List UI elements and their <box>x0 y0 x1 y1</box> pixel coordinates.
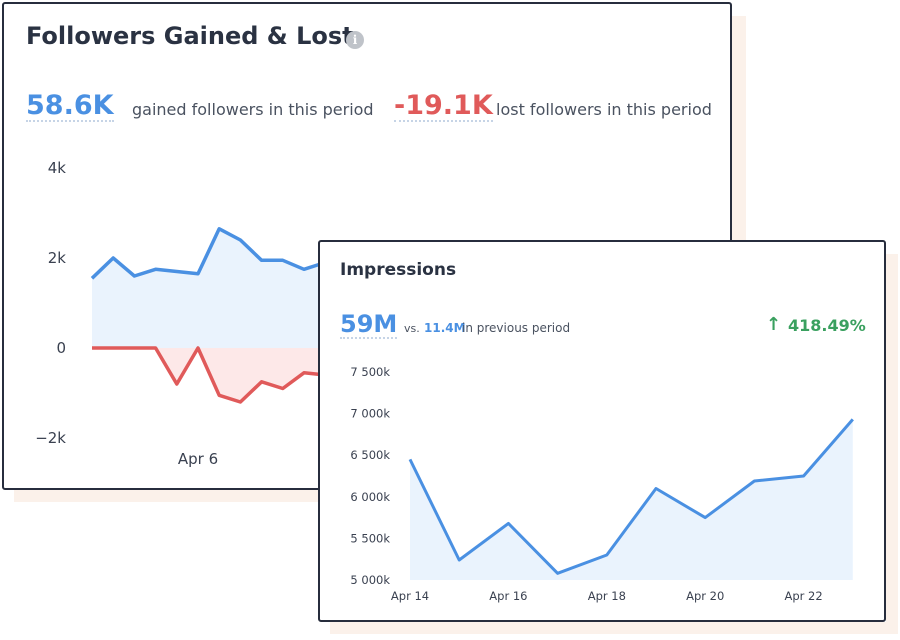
impressions-chart: 7 500k 7 000k 6 500k 6 000k 5 500k 5 000k Apr… <box>350 365 854 603</box>
impressions-series-line <box>408 418 854 575</box>
x-tick-label: Apr 14 <box>391 589 429 603</box>
lost-area <box>92 348 326 402</box>
card-shadow <box>330 622 896 634</box>
y-tick-label: 7 500k <box>350 365 390 379</box>
card-shadow <box>732 16 746 240</box>
gained-followers-value[interactable]: 58.6K <box>26 90 114 122</box>
y-tick-label: 5 500k <box>350 531 390 545</box>
card-shadow <box>886 254 898 634</box>
lost-followers-label: lost followers in this period <box>496 100 712 119</box>
lost-series-line <box>92 346 326 404</box>
y-tick-label: 6 000k <box>350 490 390 504</box>
arrow-up-icon: ↑ <box>766 314 782 335</box>
gained-series-line <box>90 227 326 280</box>
impressions-previous-label: in previous period <box>462 321 571 335</box>
gained-followers-label: gained followers in this period <box>132 100 374 119</box>
impressions-total-value[interactable]: 59M <box>340 310 398 339</box>
followers-title: Followers Gained & Lost <box>26 22 354 50</box>
x-tick-label: Apr 22 <box>785 589 823 603</box>
y-tick-label: 2k <box>48 249 67 267</box>
y-tick-label: 5 000k <box>350 573 390 587</box>
impressions-title: Impressions <box>340 260 457 280</box>
followers-chart: 4k 2k 0 −2k Apr 6 <box>35 159 326 468</box>
y-tick-label: 7 000k <box>350 407 390 421</box>
x-tick-label: Apr 6 <box>178 450 218 468</box>
y-tick-label: −2k <box>35 429 66 447</box>
lost-followers-value[interactable]: -19.1K <box>394 90 493 122</box>
gained-area <box>92 228 326 348</box>
x-tick-label: Apr 20 <box>686 589 724 603</box>
info-icon[interactable]: i <box>346 31 364 49</box>
impressions-vs-label: vs. <box>404 322 420 335</box>
impressions-change-value: 418.49% <box>788 316 866 335</box>
x-tick-label: Apr 18 <box>588 589 626 603</box>
y-tick-label: 0 <box>56 339 66 357</box>
y-tick-label: 4k <box>48 159 67 177</box>
card-shadow <box>14 490 318 502</box>
impressions-previous-value[interactable]: 11.4M <box>424 321 466 335</box>
impressions-area <box>410 419 853 580</box>
impressions-card: Impressions 59M vs. 11.4M in previous pe… <box>318 240 886 622</box>
x-tick-label: Apr 16 <box>489 589 527 603</box>
y-tick-label: 6 500k <box>350 448 390 462</box>
